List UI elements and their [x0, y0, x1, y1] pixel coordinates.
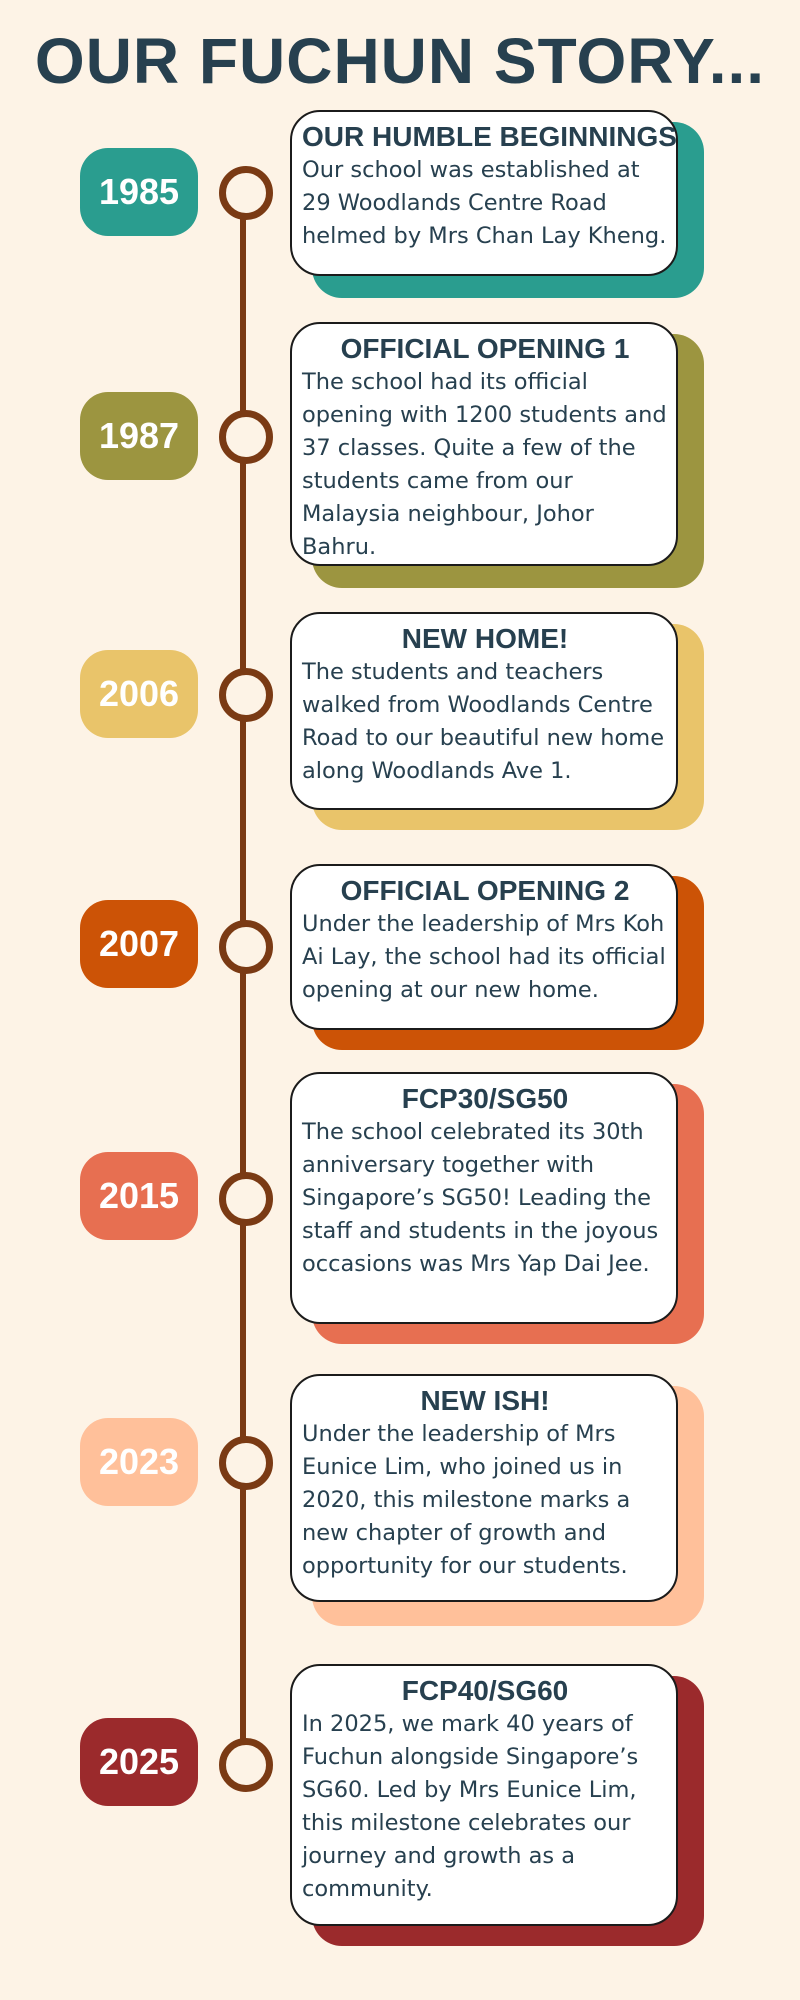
event-description: The students and teachers walked from Wo… [302, 659, 665, 784]
event-description: Our school was established at 29 Woodlan… [302, 157, 667, 249]
event-heading: FCP40/SG60 [401, 1675, 569, 1706]
year-badge-1985: 1985 [80, 148, 198, 236]
timeline-node-2023 [219, 1436, 273, 1490]
year-badge-2015: 2015 [80, 1152, 198, 1240]
year-badge-2023: 2023 [80, 1418, 198, 1506]
event-heading: NEW HOME! [401, 623, 569, 654]
year-badge-2006: 2006 [80, 650, 198, 738]
event-heading: NEW ISH! [420, 1385, 550, 1416]
year-badge-1987: 1987 [80, 392, 198, 480]
timeline-node-2007 [219, 920, 273, 974]
event-description: Under the leadership of Mrs Eunice Lim, … [302, 1421, 631, 1579]
event-card-1985: OUR HUMBLE BEGINNINGS Our school was est… [290, 110, 678, 276]
event-description: Under the leadership of Mrs Koh Ai Lay, … [302, 911, 666, 1003]
event-description: In 2025, we mark 40 years of Fuchun alon… [302, 1711, 639, 1902]
event-card-2007: OFFICIAL OPENING 2 Under the leadership … [290, 864, 678, 1030]
event-card-2015: FCP30/SG50 The school celebrated its 30t… [290, 1072, 678, 1324]
timeline-node-1987 [219, 410, 273, 464]
event-description: The school had its official opening with… [302, 369, 667, 560]
year-badge-2007: 2007 [80, 900, 198, 988]
event-card-2025: FCP40/SG60 In 2025, we mark 40 years of … [290, 1664, 678, 1926]
event-card-1987: OFFICIAL OPENING 1 The school had its of… [290, 322, 678, 566]
timeline-node-2006 [219, 668, 273, 722]
event-heading: OFFICIAL OPENING 2 [340, 875, 630, 906]
event-card-2023: NEW ISH! Under the leadership of Mrs Eun… [290, 1374, 678, 1602]
event-heading: OFFICIAL OPENING 1 [340, 333, 630, 364]
timeline-node-2015 [219, 1172, 273, 1226]
timeline-line [240, 192, 246, 1766]
page-title: OUR FUCHUN STORY... [34, 25, 766, 97]
event-heading: OUR HUMBLE BEGINNINGS [302, 121, 677, 152]
event-heading: FCP30/SG50 [401, 1083, 569, 1114]
year-badge-2025: 2025 [80, 1718, 198, 1806]
timeline-node-1985 [219, 166, 273, 220]
timeline-node-2025 [219, 1738, 273, 1792]
event-description: The school celebrated its 30th anniversa… [302, 1119, 659, 1277]
event-card-2006: NEW HOME! The students and teachers walk… [290, 612, 678, 810]
